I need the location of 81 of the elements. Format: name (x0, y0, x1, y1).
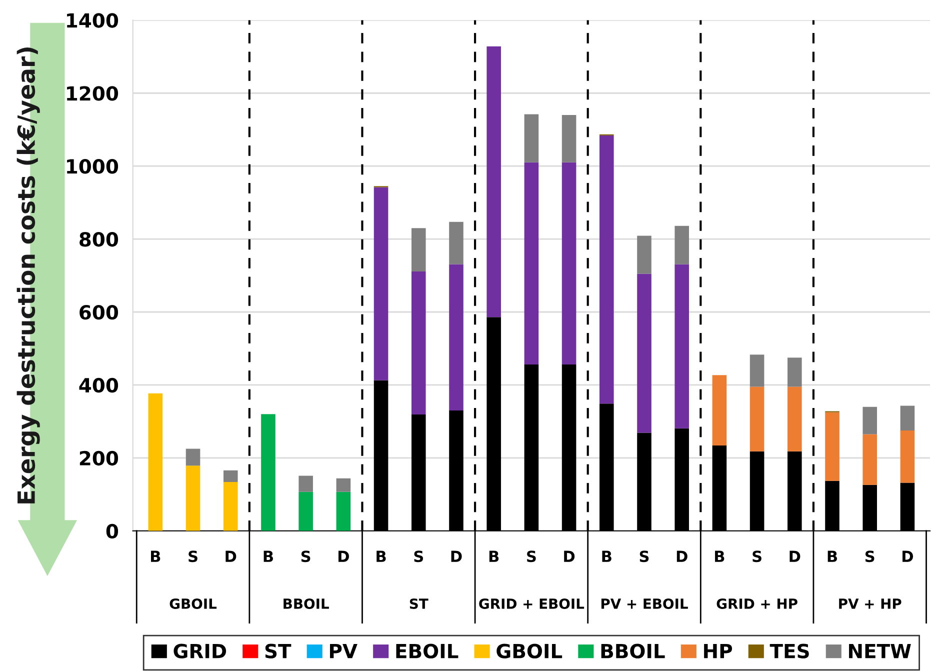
x-tick-label: D (676, 550, 688, 562)
x-tick-label: S (640, 550, 649, 562)
y-tick-label: 800 (80, 232, 118, 247)
bar (223, 482, 238, 531)
legend-label: PV (330, 644, 358, 658)
bar (900, 430, 915, 483)
legend-label: GRID (174, 644, 226, 658)
bar (336, 478, 351, 492)
bar (562, 115, 576, 162)
legend-label: BBOIL (601, 644, 665, 658)
x-tick-label: S (752, 550, 762, 562)
y-tick-label: 600 (80, 304, 118, 320)
bar (298, 476, 313, 492)
legend-label: GBOIL (496, 644, 562, 658)
text: ST (410, 598, 428, 609)
x-tick-label: B (489, 550, 499, 562)
legend-label: HP (704, 644, 732, 658)
bar (900, 406, 915, 431)
y-tick-label: 1400 (67, 13, 118, 28)
bar (674, 264, 689, 428)
bar (449, 222, 464, 264)
bar (524, 114, 539, 162)
x-tick-label: S (865, 550, 874, 562)
bar (148, 393, 163, 531)
x-tick-label: S (188, 550, 198, 562)
text: GBOIL (170, 598, 217, 609)
text: GRID + EBOIL (479, 598, 584, 609)
x-tick-label: B (376, 550, 386, 562)
bar (674, 226, 689, 264)
bar (750, 386, 764, 452)
bar (788, 358, 802, 387)
text: BBOIL (284, 598, 329, 609)
x-tick-label: D (564, 550, 575, 562)
bar (524, 162, 539, 365)
x-tick-label: B (264, 550, 273, 562)
bar (374, 187, 388, 380)
x-tick-label: S (527, 550, 536, 562)
bar (449, 264, 464, 410)
legend-label: TES (770, 644, 809, 658)
legend-label: EBOIL (396, 644, 458, 658)
bar (186, 466, 200, 531)
y-tick-label: 1200 (67, 86, 118, 101)
x-tick-label: B (828, 550, 838, 562)
y-axis-title: Exergy destruction costs (k€/year) (16, 48, 40, 504)
bar (862, 434, 877, 485)
y-tick-label: 200 (80, 450, 118, 466)
bar (600, 135, 614, 404)
x-tick-label: S (301, 550, 310, 562)
x-tick-label: D (226, 550, 236, 562)
bar (788, 386, 802, 452)
bar (562, 162, 576, 365)
bar (186, 448, 200, 466)
x-tick-label: B (715, 550, 724, 562)
x-tick-label: D (338, 550, 349, 562)
bar (411, 228, 426, 272)
x-tick-label: D (902, 550, 913, 562)
y-tick-label: 1000 (67, 159, 118, 174)
bar (750, 354, 764, 387)
bar (261, 414, 276, 531)
legend-label: NETW (849, 644, 911, 658)
bar (336, 492, 351, 531)
x-tick-label: D (451, 550, 462, 562)
text: GRID + HP (716, 598, 798, 609)
y-tick-label: 0 (106, 524, 118, 539)
x-tick-label: D (790, 550, 800, 562)
x-tick-label: S (414, 550, 424, 562)
legend-label: ST (265, 644, 292, 658)
bar (637, 274, 652, 433)
x-tick-label: B (151, 550, 160, 562)
x-tick-label: B (602, 550, 612, 562)
bar (825, 412, 840, 481)
bar (298, 492, 313, 531)
bar (862, 406, 877, 434)
bar (712, 375, 727, 446)
text: PV + HP (839, 598, 902, 609)
bar (223, 470, 238, 482)
text: PV + EBOIL (601, 598, 688, 609)
bar (637, 236, 652, 274)
bar (411, 272, 426, 415)
y-tick-label: 400 (79, 378, 118, 393)
bar (486, 46, 501, 318)
